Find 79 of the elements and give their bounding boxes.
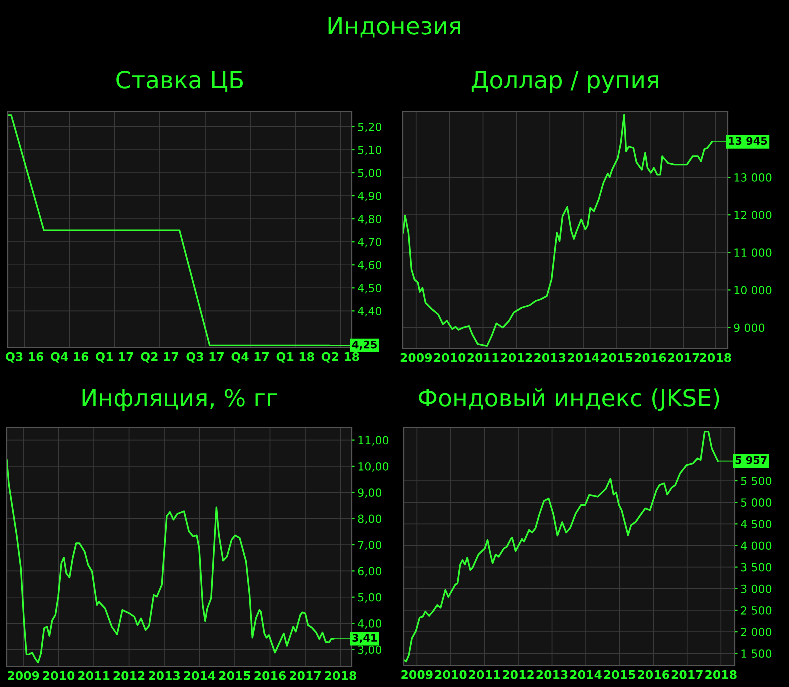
x-tick-label: 2015	[604, 670, 636, 680]
x-tick-label: 2016	[638, 670, 670, 680]
y-tick-label: 4,90	[358, 192, 382, 202]
x-tick-label: 2010	[434, 353, 466, 362]
y-tick-label: 11,00	[358, 436, 389, 446]
x-tick-label: 2017	[290, 671, 321, 680]
y-tick-label: 2 000	[741, 628, 772, 636]
y-tick-label: 5,00	[358, 168, 382, 179]
x-tick-label: 2014	[568, 353, 600, 362]
x-tick-label: 2014	[570, 670, 602, 680]
chart-title: Инфляция, % гг	[82, 388, 278, 412]
x-tick-label: 2011	[78, 671, 110, 680]
x-tick-label: 2018	[700, 353, 732, 362]
y-tick-label: 5,00	[358, 593, 382, 603]
y-tick-label: 11 000	[734, 248, 772, 258]
y-tick-label: 2 500	[741, 606, 772, 615]
y-tick-label: 6,00	[358, 567, 382, 577]
x-tick-label: 2009	[8, 671, 40, 680]
annotation: 13 945	[729, 137, 768, 146]
x-tick-label: 2011	[468, 353, 499, 362]
y-tick-label: 5 500	[741, 476, 772, 486]
y-tick-label: 13 000	[734, 174, 772, 182]
y-tick-label: 12 000	[734, 211, 772, 220]
x-tick-label: 2018	[706, 670, 737, 680]
x-tick-label: 2016	[254, 671, 286, 680]
chart-title: Фондовый индекс (JKSE)	[419, 388, 720, 412]
y-tick-label: 4,40	[358, 307, 382, 317]
y-tick-label: 4,80	[358, 215, 382, 225]
x-tick-label: 2015	[601, 353, 633, 362]
x-tick-label: Q1 18	[276, 352, 314, 363]
x-tick-label: 2014	[184, 671, 216, 680]
x-tick-label: 2015	[220, 671, 251, 680]
x-tick-label: Q4 16	[51, 352, 89, 363]
y-tick-label: 7,00	[358, 540, 382, 551]
x-tick-label: Q2 18	[322, 352, 360, 363]
x-tick-label: 2013	[149, 671, 180, 680]
y-tick-label: 3 000	[741, 584, 772, 594]
x-tick-label: Q3 16	[6, 352, 44, 363]
text: Индонезия	[328, 17, 460, 38]
x-tick-label: 2011	[469, 670, 500, 680]
chart-title: Ставка ЦБ	[116, 70, 244, 92]
y-tick-label: 3,00	[358, 646, 382, 656]
x-tick-label: 2010	[43, 671, 75, 680]
y-tick-label: 5,20	[358, 122, 382, 132]
y-tick-label: 4 000	[741, 542, 772, 550]
x-tick-label: 2017	[668, 353, 700, 362]
x-tick-label: 2016	[634, 353, 666, 362]
x-tick-label: Q2 17	[141, 352, 178, 363]
y-tick-label: 1 500	[742, 650, 772, 658]
x-tick-label: 2018	[325, 671, 356, 680]
annotation: 4,25	[352, 340, 377, 350]
annotation: 5 957	[736, 456, 767, 464]
y-tick-label: 3 500	[741, 563, 772, 572]
x-tick-label: 2012	[501, 353, 532, 362]
x-tick-label: Q3 17	[186, 352, 224, 363]
x-tick-label: 2012	[503, 670, 534, 680]
y-tick-label: 4,50	[358, 284, 382, 294]
x-tick-label: 2013	[534, 353, 566, 362]
y-tick-label: 5 000	[741, 498, 772, 507]
y-tick-label: 4,70	[358, 238, 382, 248]
x-tick-label: 2013	[536, 670, 568, 680]
y-tick-label: 4 500	[741, 520, 772, 529]
y-tick-label: 10,00	[358, 462, 389, 472]
y-tick-label: 8,00	[358, 514, 382, 524]
x-tick-label: 2009	[402, 670, 433, 680]
y-tick-label: 10 000	[734, 286, 772, 295]
x-tick-label: Q1 17	[96, 352, 134, 363]
x-tick-label: Q4 17	[232, 352, 269, 363]
x-tick-label: 2010	[435, 670, 467, 680]
chart-title: Доллар / рупия	[472, 71, 658, 94]
annotation: 3,41	[352, 634, 377, 644]
y-tick-label: 4,00	[358, 620, 382, 630]
y-tick-label: 4,60	[358, 261, 382, 271]
y-tick-label: 5,10	[358, 146, 382, 156]
x-tick-label: 2009	[400, 353, 432, 362]
x-tick-label: 2012	[114, 671, 145, 680]
x-tick-label: 2017	[672, 670, 703, 680]
y-tick-label: 9 000	[734, 324, 765, 332]
y-tick-label: 9,00	[358, 488, 382, 498]
